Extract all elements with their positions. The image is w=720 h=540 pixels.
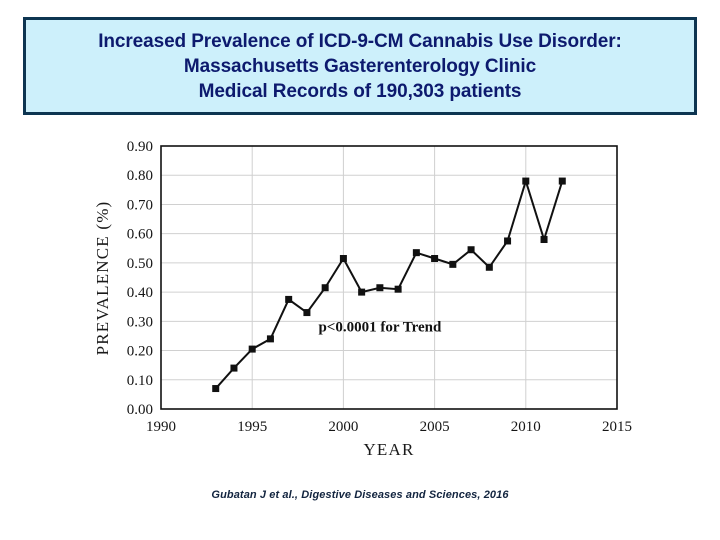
data-point-marker — [230, 364, 238, 372]
x-tick-label: 1995 — [237, 419, 267, 435]
data-point-marker — [358, 288, 366, 296]
y-tick-label: 0.30 — [127, 314, 153, 330]
data-point-marker — [449, 260, 457, 268]
data-point-marker — [504, 237, 512, 245]
data-point-marker — [248, 345, 256, 353]
y-tick-label: 0.10 — [127, 373, 153, 389]
data-point-marker — [431, 255, 439, 263]
y-tick-labels: 0.00 0.10 0.20 0.30 0.40 0.50 0.60 0.70 0.80 0.90 — [127, 139, 153, 418]
prevalence-line-chart: 0.00 0.10 0.20 0.30 0.40 0.50 0.60 0.70 0.80 0.90… — [93, 139, 632, 459]
data-point-marker — [467, 246, 475, 254]
p-value-annotation: p<0.0001 for Trend — [318, 320, 442, 336]
data-point-marker — [339, 255, 347, 263]
plot-frame — [160, 145, 618, 410]
data-point-marker — [266, 335, 274, 343]
data-line — [214, 177, 564, 390]
title-line-2: Massachusetts Gasterenterology Clinic — [183, 55, 537, 77]
data-point-marker — [321, 284, 329, 292]
data-point-marker — [394, 285, 402, 293]
y-gridlines — [161, 174, 617, 381]
data-point-marker — [376, 284, 384, 292]
data-point-marker — [212, 385, 220, 393]
title-line-3: Medical Records of 190,303 patients — [198, 80, 522, 102]
title-banner: Increased Prevalence of ICD-9-CM Cannabi… — [23, 17, 697, 115]
x-tick-label: 2005 — [420, 419, 450, 435]
x-tick-label: 2000 — [328, 419, 358, 435]
x-axis-title: YEAR — [363, 440, 414, 459]
y-tick-label: 0.90 — [127, 139, 153, 155]
data-point-marker — [412, 249, 420, 257]
data-point-marker — [485, 263, 493, 271]
y-tick-label: 0.50 — [127, 256, 153, 272]
y-tick-label: 0.70 — [127, 197, 153, 213]
x-tick-label: 1990 — [146, 419, 176, 435]
y-axis-title: PREVALENCE (%) — [93, 201, 112, 356]
data-point-marker — [522, 177, 530, 185]
y-tick-label: 0.20 — [127, 344, 153, 360]
y-tick-label: 0.80 — [127, 168, 153, 184]
y-tick-label: 0.00 — [127, 402, 153, 418]
x-tick-labels: 1990 1995 2000 2005 2010 2015 — [146, 419, 632, 435]
y-tick-label: 0.40 — [127, 285, 153, 301]
citation-text: Gubatan J et al., Digestive Diseases and… — [211, 489, 509, 501]
title-line-1: Increased Prevalence of ICD-9-CM Cannabi… — [98, 30, 622, 52]
x-tick-label: 2015 — [602, 419, 632, 435]
x-gridlines — [251, 146, 527, 409]
data-markers — [212, 177, 566, 393]
x-tick-label: 2010 — [511, 419, 541, 435]
data-point-marker — [540, 236, 548, 244]
data-point-marker — [285, 295, 293, 303]
y-tick-label: 0.60 — [127, 227, 153, 243]
data-point-marker — [303, 309, 311, 317]
data-point-marker — [558, 177, 566, 185]
prevalence-chart-figure: 0.00 0.10 0.20 0.30 0.40 0.50 0.60 0.70 0.80 0.90… — [0, 118, 720, 478]
